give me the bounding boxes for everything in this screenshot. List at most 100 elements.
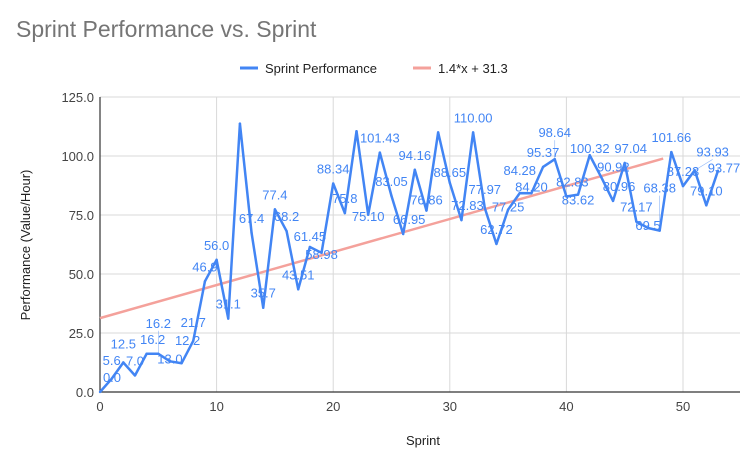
data-point	[681, 184, 685, 188]
data-point	[600, 176, 603, 179]
data-label: 46.9	[192, 259, 217, 274]
data-point	[390, 194, 393, 198]
data-point	[471, 131, 475, 134]
data-label: 80.96	[603, 179, 636, 194]
gridlines	[99, 96, 740, 393]
data-label: 82.83	[556, 175, 589, 190]
data-point	[320, 251, 323, 255]
data-point	[250, 231, 253, 235]
data-label: 83.62	[562, 193, 595, 208]
data-point	[705, 204, 708, 207]
data-point	[285, 229, 288, 233]
data-point	[623, 161, 626, 165]
legend-label-trendline[interactable]: 1.4*x + 31.3	[438, 61, 508, 76]
data-label: 0.0	[103, 370, 121, 385]
data-label: 21.7	[181, 315, 206, 330]
data-point	[227, 317, 230, 320]
data-point	[588, 154, 591, 157]
data-label: 90.92	[597, 159, 630, 174]
data-point	[262, 306, 265, 309]
data-point	[611, 199, 615, 203]
data-point	[133, 374, 137, 377]
x-axis-title: Sprint	[406, 433, 440, 448]
data-point	[646, 226, 650, 230]
data-label: 84.20	[515, 179, 548, 194]
data-point	[355, 130, 358, 133]
data-label: 72.17	[620, 200, 653, 215]
data-point	[378, 151, 382, 154]
data-point	[110, 377, 113, 380]
data-point	[530, 192, 533, 195]
axes: 0.0 25.0 50.0 75.0 100.0 125.0 0 10 20 30 40 50	[61, 90, 740, 414]
data-label: 68.2	[274, 209, 299, 224]
data-label: 88.65	[434, 165, 467, 180]
data-label: 69.5	[635, 218, 660, 233]
x-tick-label: 20	[326, 399, 340, 414]
data-point	[145, 352, 148, 355]
data-labels: 0.0 5.612.57.0 16.216.2 13.0 12.2 21.7 46.9 56.…	[103, 110, 741, 385]
data-label: 58.98	[305, 247, 338, 262]
data-label: 12.2	[175, 333, 200, 348]
data-point	[483, 206, 486, 210]
data-label: 13.0	[157, 351, 182, 366]
data-label: 77.4	[262, 187, 287, 202]
data-point	[413, 168, 417, 171]
label-leader-line	[694, 159, 713, 171]
data-label: 16.2	[146, 316, 171, 331]
data-label: 97.04	[614, 141, 647, 156]
data-point	[670, 150, 673, 154]
data-label: 75.10	[352, 209, 385, 224]
data-label: 35.7	[251, 286, 276, 301]
data-label: 87.23	[667, 164, 700, 179]
data-label: 100.32	[570, 141, 610, 156]
data-label: 7.0	[126, 353, 144, 368]
y-tick-label: 100.0	[61, 149, 94, 164]
data-point	[273, 208, 277, 211]
data-label: 67.4	[239, 211, 264, 226]
x-tick-label: 10	[209, 399, 223, 414]
data-label: 88.34	[317, 162, 350, 177]
data-label: 43.51	[282, 267, 315, 282]
data-label: 110.00	[454, 110, 493, 125]
data-label: 68.38	[643, 181, 676, 196]
data-point	[215, 258, 218, 262]
data-point	[238, 122, 242, 125]
data-point	[448, 181, 451, 184]
x-tick-label: 50	[676, 399, 690, 414]
x-tick-label: 40	[559, 399, 573, 414]
y-tick-label: 125.0	[61, 90, 94, 105]
data-label: 56.0	[204, 238, 229, 253]
data-point	[180, 362, 183, 365]
y-tick-label: 25.0	[69, 326, 94, 341]
data-point	[203, 280, 207, 283]
y-tick-label: 50.0	[69, 267, 94, 282]
data-label: 61.45	[294, 229, 327, 244]
data-point	[565, 195, 568, 198]
data-point	[425, 209, 428, 212]
data-point	[297, 288, 300, 291]
data-point	[401, 232, 405, 236]
data-label: 72.83	[451, 198, 484, 213]
legend-label-performance[interactable]: Sprint Performance	[265, 61, 377, 76]
trendline	[99, 157, 664, 320]
data-label: 77.97	[469, 182, 502, 197]
data-point	[332, 182, 335, 185]
data-point	[506, 208, 510, 211]
data-point	[460, 218, 463, 222]
data-label: 77.25	[492, 200, 525, 215]
data-point	[366, 213, 370, 216]
data-point	[541, 165, 545, 169]
data-point	[716, 169, 720, 172]
data-point	[495, 242, 498, 246]
data-label: 79.10	[690, 183, 723, 198]
legend: Sprint Performance 1.4*x + 31.3	[240, 61, 508, 76]
data-point	[436, 131, 440, 134]
data-label: 16.2	[140, 332, 165, 347]
x-tick-label: 30	[443, 399, 457, 414]
data-label: 5.6	[103, 353, 121, 368]
data-point	[168, 360, 172, 363]
data-label: 75.8	[332, 191, 357, 206]
data-point	[576, 193, 580, 196]
